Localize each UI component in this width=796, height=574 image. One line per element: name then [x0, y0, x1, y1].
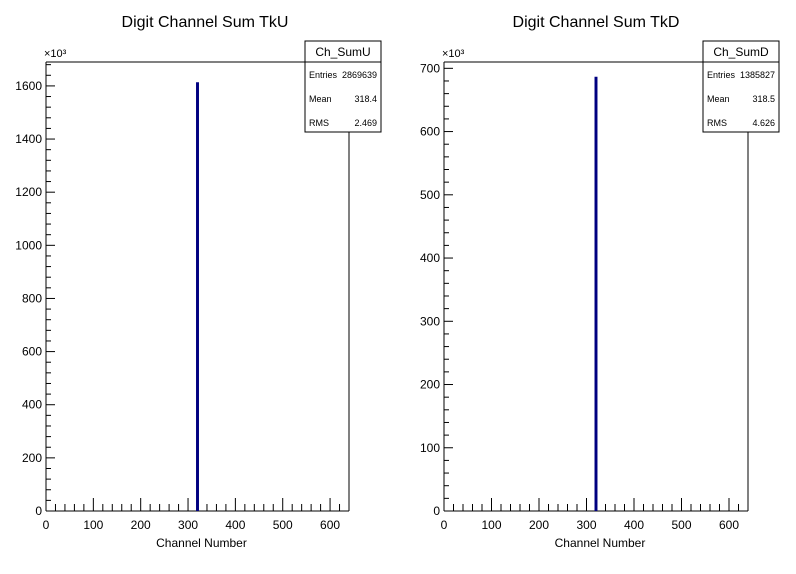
y-tick-label: 1600	[15, 79, 42, 93]
x-tick-label: 0	[43, 518, 50, 532]
y-multiplier-label: ×10³	[44, 48, 67, 60]
x-axis-label: Channel Number	[555, 536, 646, 550]
stats-row-label: Mean	[309, 94, 332, 104]
stats-box-frame	[702, 40, 780, 133]
stats-box: Ch_SumU Entries 2869639 Mean 318.4 RMS 2.469	[304, 40, 382, 133]
stats-box: Ch_SumD Entries 1385827 Mean 318.5 RMS 4.626	[702, 40, 780, 133]
stats-title: Ch_SumD	[713, 45, 769, 59]
x-tick-label: 600	[320, 518, 340, 532]
x-tick-label: 500	[671, 518, 691, 532]
stats-row-value: 4.626	[752, 118, 775, 128]
x-tick-label: 500	[273, 518, 293, 532]
y-tick-label: 200	[22, 451, 42, 465]
y-tick-label: 200	[420, 378, 440, 392]
y-tick-label: 300	[420, 314, 440, 328]
y-tick-label: 600	[420, 125, 440, 139]
histogram-bin	[196, 82, 199, 511]
chart-title: Digit Channel Sum TkU	[122, 14, 289, 31]
y-tick-label: 1000	[15, 238, 42, 252]
chart-title: Digit Channel Sum TkD	[513, 14, 680, 31]
y-tick-label: 0	[35, 504, 42, 518]
stats-title: Ch_SumU	[315, 45, 370, 59]
histogram-bin	[594, 76, 598, 511]
y-tick-label: 400	[22, 398, 42, 412]
y-tick-label: 1200	[15, 185, 42, 199]
chart-panel-1: Digit Channel Sum TkD 0 100 200 300 400 500 600…	[420, 14, 780, 550]
x-tick-label: 100	[83, 518, 103, 532]
stats-row-label: Mean	[707, 94, 730, 104]
y-tick-label: 700	[420, 61, 440, 75]
x-tick-label: 200	[529, 518, 549, 532]
x-tick-label: 400	[624, 518, 644, 532]
stats-row-value: 318.5	[752, 94, 775, 104]
y-tick-label: 400	[420, 251, 440, 265]
stats-row-value: 2.469	[354, 118, 377, 128]
x-tick-label: 600	[719, 518, 739, 532]
y-tick-label: 800	[22, 291, 42, 305]
stats-row-label: RMS	[707, 118, 727, 128]
x-tick-label: 300	[576, 518, 596, 532]
stats-box-frame	[304, 40, 382, 133]
stats-row-label: RMS	[309, 118, 329, 128]
stats-row-label: Entries	[309, 70, 338, 80]
stats-row-label: Entries	[707, 70, 736, 80]
x-tick-label: 0	[441, 518, 448, 532]
x-tick-label: 100	[481, 518, 501, 532]
x-tick-label: 200	[131, 518, 151, 532]
y-tick-label: 100	[420, 441, 440, 455]
stats-row-value: 318.4	[354, 94, 377, 104]
x-axis-label: Channel Number	[156, 536, 247, 550]
y-multiplier-label: ×10³	[442, 48, 465, 60]
y-tick-label: 0	[433, 504, 440, 518]
stats-row-value: 1385827	[740, 70, 775, 80]
y-tick-label: 500	[420, 188, 440, 202]
stats-row-value: 2869639	[342, 70, 377, 80]
x-tick-label: 300	[178, 518, 198, 532]
chart-panel-0: Digit Channel Sum TkU 0 100 200 300 400 500 600…	[15, 14, 382, 550]
x-tick-label: 400	[225, 518, 245, 532]
y-tick-label: 600	[22, 345, 42, 359]
y-tick-label: 1400	[15, 132, 42, 146]
